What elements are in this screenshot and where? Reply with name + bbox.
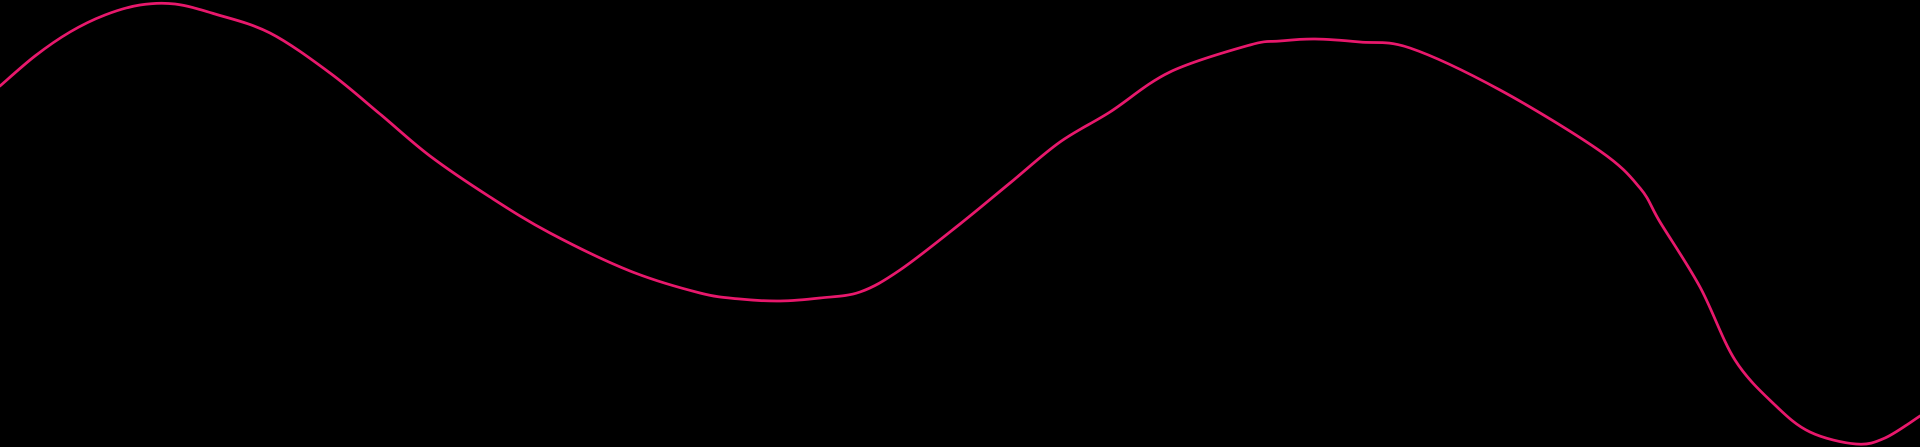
wave-curve-path xyxy=(0,1,1920,446)
wave-curve-canvas xyxy=(0,1,1920,446)
wave-curve-svg xyxy=(0,1,1920,446)
